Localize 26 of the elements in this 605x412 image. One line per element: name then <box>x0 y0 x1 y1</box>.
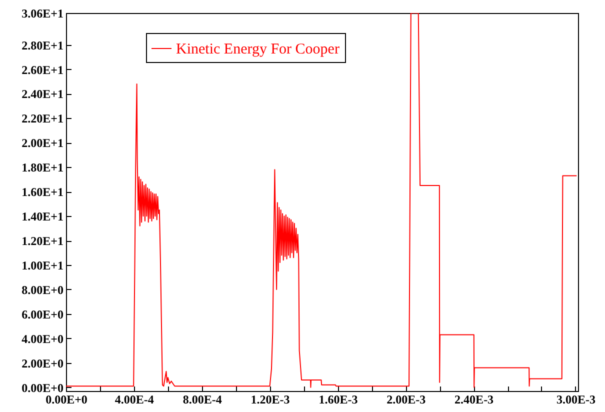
x-tick-label: 1.60E-3 <box>318 392 358 406</box>
y-tick-label: 1.40E+1 <box>22 210 64 224</box>
y-tick-label: 2.40E+1 <box>22 87 64 102</box>
y-tick-label: 2.80E+1 <box>22 38 64 52</box>
y-tick-label: 0.00E+0 <box>22 380 64 395</box>
y-tick-label: 2.60E+1 <box>22 62 64 77</box>
x-tick-label: 0.00E+0 <box>46 392 88 406</box>
y-tick-label: 1.20E+1 <box>22 234 64 248</box>
x-tick-label: 4.00E-4 <box>114 392 154 406</box>
y-tick-label: 3.06E+1 <box>22 6 64 20</box>
x-tick-label: 2.40E-3 <box>454 392 494 406</box>
y-tick-label: 2.00E+1 <box>22 136 64 150</box>
y-tick-label: 1.60E+1 <box>22 185 64 200</box>
x-tick-label: 8.00E-4 <box>182 392 222 406</box>
y-tick-label: 4.00E+0 <box>22 332 64 346</box>
y-tick-label: 1.00E+1 <box>22 258 64 272</box>
line-series <box>66 13 578 388</box>
x-tick-label: 2.00E-3 <box>386 392 426 406</box>
y-tick-label: 2.00E+0 <box>22 356 64 370</box>
legend-label: Kinetic Energy For Cooper <box>176 42 340 58</box>
y-tick-label: 1.80E+1 <box>22 160 64 175</box>
y-tick-label: 6.00E+0 <box>22 307 64 322</box>
x-tick-label: 1.20E-3 <box>250 392 290 406</box>
y-tick-label: 2.20E+1 <box>22 112 64 126</box>
x-tick-label: 3.00E-3 <box>556 392 596 406</box>
y-tick-label: 8.00E+0 <box>22 282 64 297</box>
